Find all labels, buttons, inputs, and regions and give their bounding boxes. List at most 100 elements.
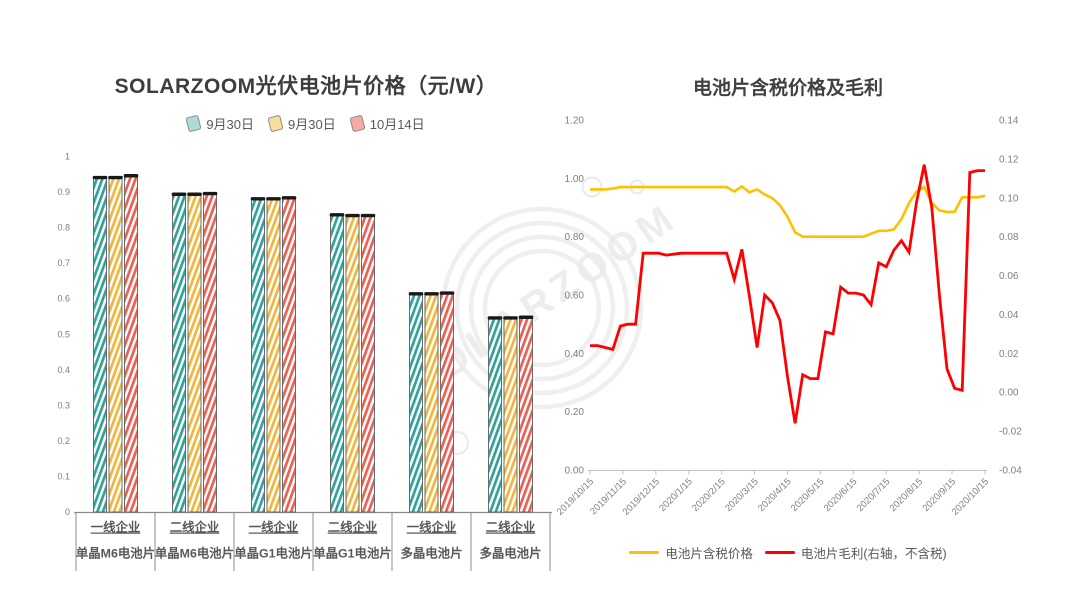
bar-y-tick-label: 0.3 (57, 400, 70, 410)
category-tier-label: 二线企业 (486, 520, 536, 535)
bar (503, 317, 518, 513)
category-product-label: 单晶G1电池片 (313, 546, 391, 561)
bar (172, 194, 186, 513)
bar (251, 198, 265, 513)
x-tick-label: 2020/6/15 (822, 476, 860, 514)
category-product-label: 多晶电池片 (480, 546, 542, 561)
bar-series-2 (123, 174, 534, 513)
bar (361, 215, 375, 513)
watermark-circle (581, 176, 603, 198)
right-axis-tick-label: 0.02 (999, 349, 1019, 360)
bar (187, 194, 202, 513)
bar (409, 293, 423, 513)
bar-y-tick-label: 1 (65, 152, 70, 162)
bar-y-tick-label: 0 (65, 507, 70, 517)
bar-series-1 (108, 175, 518, 513)
category-tier-label: 一线企业 (249, 520, 299, 535)
line-series-1 (590, 164, 985, 424)
legend-label: 电池片含税价格 (665, 547, 753, 561)
category-product-label: 单晶M6电池片 (155, 546, 234, 561)
x-tick-label: 2020/5/15 (789, 476, 827, 514)
bar-cap (345, 213, 360, 218)
bar (519, 317, 533, 513)
red-swatch-icon (349, 114, 366, 133)
bar (124, 175, 138, 513)
red-line-icon (764, 550, 795, 555)
bar-chart-title: SOLARZOOM光伏电池片价格（元/W） (114, 75, 498, 98)
right-axis-tick-label: 0.04 (999, 310, 1019, 321)
bar-cap (92, 175, 108, 180)
legend-label: 9月30日 (206, 117, 255, 132)
yellow-line-icon (629, 550, 660, 555)
bar-cap (202, 191, 218, 196)
x-tick-label: 2020/2/15 (690, 476, 728, 514)
bar-cap (518, 315, 534, 319)
bar-y-tick-label: 0.6 (57, 294, 70, 304)
bar-y-tick-label: 0.7 (57, 258, 70, 268)
teal-swatch-icon (185, 114, 202, 133)
bar-cap (171, 192, 187, 196)
bar-chart-legend: 9月30日 9月30日 10月14日 (60, 114, 552, 133)
category-tier-label: 二线企业 (170, 520, 220, 535)
line-chart-legend: 电池片含税价格 电池片毛利(右轴，不含税) (570, 543, 1006, 562)
line-chart-title: 电池片含税价格及毛利 (692, 78, 883, 99)
watermark-ring (482, 248, 602, 368)
right-axis-tick-label: 0.00 (999, 388, 1019, 399)
right-axis-tick-label: 0.06 (999, 271, 1019, 282)
right-axis-tick-label: 0.10 (999, 193, 1019, 204)
bar-cap (360, 213, 376, 218)
legend-item-margin: 电池片毛利(右轴，不含税) (764, 543, 947, 562)
x-tick-label: 2020/4/15 (756, 476, 794, 514)
bar-y-tick-label: 0.1 (57, 471, 70, 481)
bar (282, 197, 296, 513)
right-axis-tick-label: 0.14 (999, 116, 1019, 127)
left-axis-tick-label: 0.00 (565, 466, 585, 477)
bar (203, 193, 217, 513)
category-product-label: 单晶G1电池片 (234, 546, 312, 561)
category-product-label: 多晶电池片 (401, 546, 463, 561)
bar (345, 215, 360, 513)
bar-cap (329, 213, 345, 217)
bar-cap (281, 196, 297, 200)
left-axis-tick-label: 0.40 (565, 349, 585, 360)
bar-cap (123, 174, 139, 178)
category-tier-label: 一线企业 (91, 520, 141, 535)
right-axis-tick-label: 0.08 (999, 232, 1019, 243)
bar-cap (187, 192, 202, 196)
watermark-ring (468, 234, 616, 382)
left-axis-tick-label: 0.80 (565, 232, 585, 243)
right-axis-tick-label: -0.04 (999, 466, 1022, 477)
legend-label: 电池片毛利(右轴，不含税) (800, 547, 947, 561)
right-axis-tick-label: -0.02 (999, 427, 1022, 438)
legend-label: 9月30日 (288, 117, 336, 132)
legend-item-sep30-b: 9月30日 (267, 114, 336, 133)
legend-label: 10月14日 (369, 117, 425, 132)
bar (488, 317, 502, 513)
bar (330, 214, 344, 513)
x-tick-label: 2020/1/15 (657, 476, 695, 514)
legend-item-price: 电池片含税价格 (629, 543, 753, 562)
x-tick-label: 2020/8/15 (888, 476, 926, 514)
bar-cap (487, 316, 503, 320)
bar-cap (424, 292, 439, 296)
legend-item-oct14: 10月14日 (349, 114, 425, 133)
bar-y-tick-label: 0.4 (57, 365, 70, 375)
bar-cap (108, 175, 123, 180)
bar (266, 198, 281, 513)
bar (93, 177, 107, 513)
category-tier-label: 一线企业 (407, 520, 457, 535)
legend-item-sep30-a: 9月30日 (185, 114, 255, 133)
bar-cap (503, 316, 518, 320)
bar-y-tick-label: 0.9 (57, 187, 70, 197)
bar (424, 293, 439, 513)
bar-y-tick-label: 0.5 (57, 329, 70, 339)
bar-y-tick-label: 0.2 (57, 436, 70, 446)
left-axis-tick-label: 0.20 (565, 407, 585, 418)
bar-chart: 1 0.9 0.8 0.7 0.6 0.5 0.4 0.3 0.2 0.1 0 一线企业单晶M6电池片… (57, 152, 552, 571)
x-tick-label: 2020/3/15 (723, 476, 761, 514)
bar (108, 177, 123, 513)
category-tier-label: 二线企业 (328, 520, 378, 535)
right-axis-tick-label: 0.12 (999, 154, 1019, 165)
